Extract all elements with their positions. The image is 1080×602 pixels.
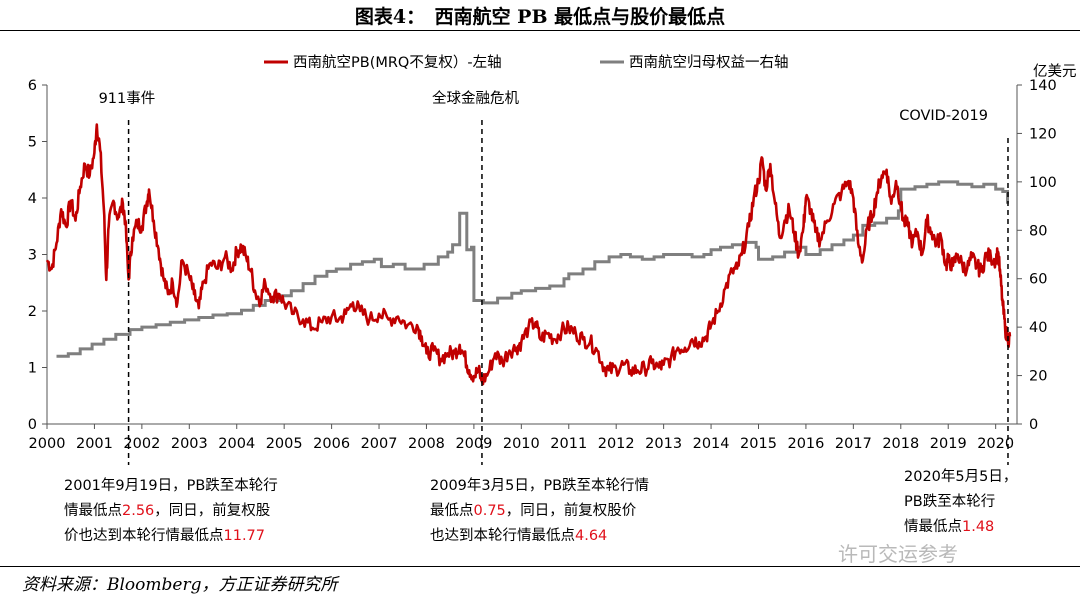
x-tick-label: 2017 bbox=[835, 436, 872, 452]
series-equity-line bbox=[56, 180, 1009, 358]
left-tick-label: 2 bbox=[28, 304, 37, 320]
x-tick-label: 2013 bbox=[645, 436, 682, 452]
series-pb-line bbox=[45, 123, 1012, 386]
annotation-2009-line2: 最低点0.75，同日，前复权股价 bbox=[430, 503, 637, 519]
x-tick-label: 2015 bbox=[740, 436, 777, 452]
right-tick-label: 20 bbox=[1029, 369, 1047, 385]
x-tick-label: 2018 bbox=[882, 436, 919, 452]
left-tick-label: 6 bbox=[28, 78, 37, 94]
figure-title: 图表4： 西南航空 PB 最低点与股价最低点 bbox=[354, 6, 726, 28]
annotation-2009-pb-value: 0.75 bbox=[473, 503, 506, 519]
annotation-2009-line1: 2009年3月5日，PB跌至本轮行情 bbox=[430, 478, 650, 494]
legend-label-equity: 西南航空归母权益一右轴 bbox=[629, 54, 789, 71]
annotation-2020-line1: 2020年5月5日， bbox=[904, 469, 1018, 485]
x-tick-label: 2003 bbox=[171, 436, 208, 452]
legend-label-pb: 西南航空PB(MRQ不复权）-左轴 bbox=[293, 53, 502, 71]
annotation-2009-line3: 也达到本轮行情最低点4.64 bbox=[430, 528, 608, 544]
x-tick-label: 2007 bbox=[361, 436, 398, 452]
event-label: 全球金融危机 bbox=[432, 89, 519, 107]
x-tick-label: 2011 bbox=[550, 436, 587, 452]
right-tick-label: 0 bbox=[1029, 417, 1038, 433]
top-rule bbox=[0, 30, 1080, 31]
annotation-2020-line2: PB跌至本轮行 bbox=[904, 494, 996, 510]
x-tick-label: 2019 bbox=[930, 436, 967, 452]
annotation-2001-line3: 价也达到本轮行情最低点11.77 bbox=[64, 528, 266, 544]
left-tick-label: 0 bbox=[28, 417, 37, 433]
chart-series bbox=[45, 123, 1012, 386]
right-tick-label: 120 bbox=[1029, 126, 1057, 142]
x-tick-label: 2012 bbox=[598, 436, 635, 452]
annotation-2020-line3: 情最低点1.48 bbox=[904, 519, 995, 535]
left-tick-label: 5 bbox=[28, 135, 37, 151]
x-tick-label: 2005 bbox=[266, 436, 303, 452]
x-tick-label: 2000 bbox=[29, 436, 66, 452]
x-tick-label: 2002 bbox=[123, 436, 160, 452]
bottom-rule bbox=[0, 566, 1080, 567]
left-tick-label: 3 bbox=[28, 248, 37, 264]
right-tick-label: 40 bbox=[1029, 320, 1047, 336]
annotation-2020: 2020年5月5日， PB跌至本轮行 情最低点1.48 bbox=[904, 465, 1017, 540]
right-tick-label: 140 bbox=[1029, 78, 1057, 94]
x-tick-label: 2009 bbox=[455, 436, 492, 452]
annotation-2001-price-value: 11.77 bbox=[223, 528, 266, 544]
x-tick-label: 2006 bbox=[313, 436, 350, 452]
annotation-2009-price-value: 4.64 bbox=[575, 528, 608, 544]
annotation-2020-pb-value: 1.48 bbox=[962, 519, 995, 535]
annotation-2001: 2001年9月19日，PB跌至本轮行 情最低点2.56，同日，前复权股 价也达到… bbox=[64, 474, 278, 549]
x-tick-label: 2014 bbox=[693, 436, 730, 452]
x-tick-label: 2008 bbox=[408, 436, 445, 452]
event-markers: 911事件 全球金融危机 COVID-2019 bbox=[99, 89, 1009, 465]
right-tick-label: 80 bbox=[1029, 223, 1047, 239]
watermark: 许可交运参考 bbox=[838, 542, 958, 566]
chart-legend: 西南航空PB(MRQ不复权）-左轴 西南航空归母权益一右轴 bbox=[264, 53, 789, 71]
right-axis-unit: 亿美元 bbox=[1033, 63, 1077, 80]
x-tick-label: 2020 bbox=[977, 436, 1014, 452]
x-tick-label: 2004 bbox=[218, 436, 255, 452]
annotation-2009: 2009年3月5日，PB跌至本轮行情 最低点0.75，同日，前复权股价 也达到本… bbox=[430, 474, 649, 549]
event-label: COVID-2019 bbox=[899, 108, 988, 124]
x-tick-label: 2016 bbox=[787, 436, 824, 452]
left-tick-label: 1 bbox=[28, 361, 37, 377]
x-tick-label: 2001 bbox=[76, 436, 113, 452]
annotation-2001-pb-value: 2.56 bbox=[122, 503, 155, 519]
left-tick-label: 4 bbox=[28, 191, 37, 207]
event-label: 911事件 bbox=[99, 90, 156, 107]
right-tick-label: 60 bbox=[1029, 272, 1047, 288]
x-tick-label: 2010 bbox=[503, 436, 540, 452]
annotation-2001-line1: 2001年9月19日，PB跌至本轮行 bbox=[64, 478, 278, 494]
right-tick-label: 100 bbox=[1029, 175, 1057, 191]
source-note: 资料来源：Bloomberg，方正证券研究所 bbox=[22, 575, 338, 595]
annotation-2001-line2: 情最低点2.56，同日，前复权股 bbox=[64, 503, 271, 519]
